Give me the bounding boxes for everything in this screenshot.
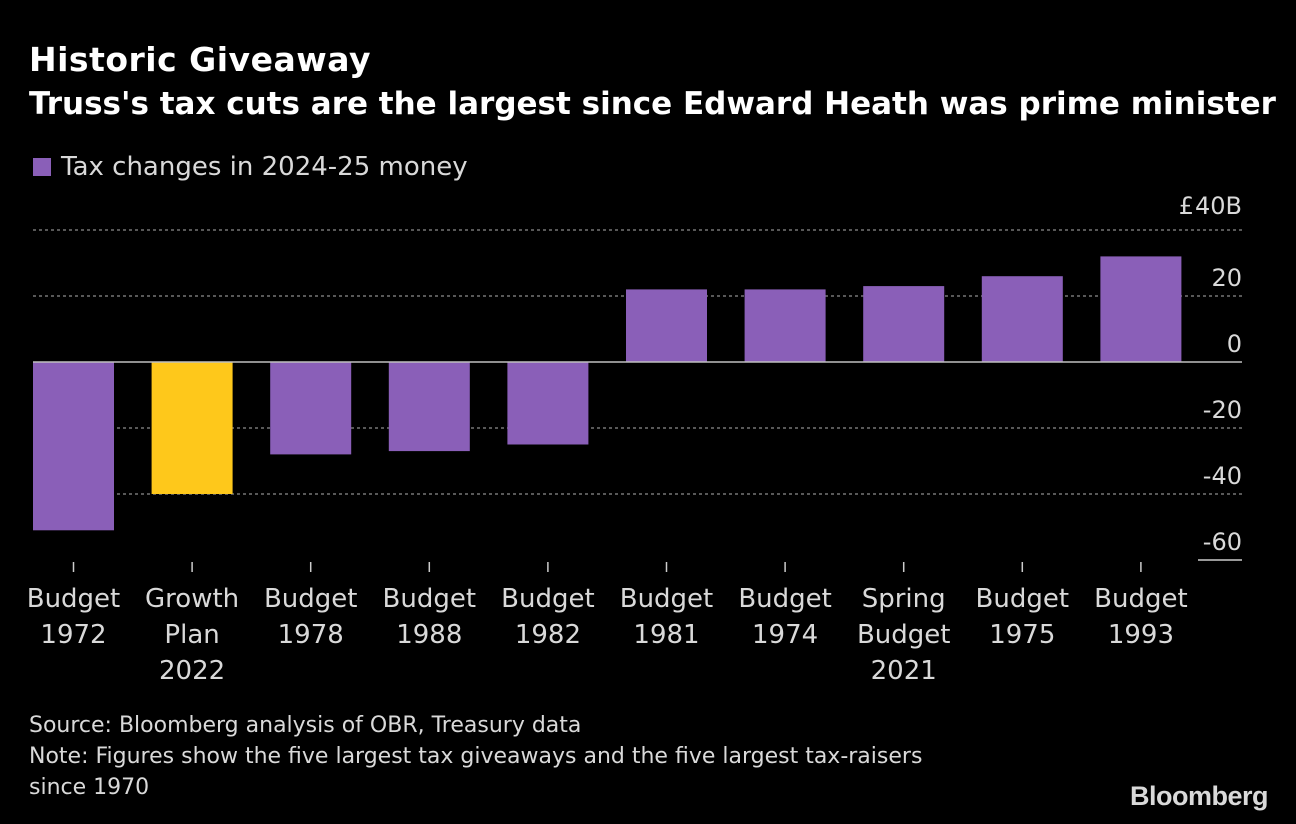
x-tick-label: Budget [620,584,714,614]
bar [626,289,707,362]
y-tick-label: -40 [1203,462,1242,490]
bar [1100,256,1182,362]
x-tick-label: Budget [857,620,951,650]
bar [744,289,826,362]
chart-subtitle: Truss's tax cuts are the largest since E… [29,86,1276,122]
x-tick-label: 1975 [989,620,1055,650]
bar [863,286,945,362]
bar [33,362,114,531]
x-tick-label: Spring [862,584,946,614]
x-tick-label: Budget [264,584,358,614]
chart-title: Historic Giveaway [29,40,371,79]
legend: Tax changes in 2024-25 money [33,152,468,182]
x-tick-label: Budget [501,584,595,614]
bloomberg-logo: Bloomberg [1129,781,1269,811]
bar [388,362,470,452]
y-tick-label: 40B [1195,192,1242,220]
x-tick-label: Growth [145,584,239,614]
source-note: Source: Bloomberg analysis of OBR, Treas… [29,713,582,738]
x-tick-label: 2022 [159,656,225,686]
x-tick-label: 1988 [396,620,462,650]
x-tick-label: 1974 [752,620,818,650]
y-tick-label: -60 [1203,528,1242,556]
bar [981,276,1063,362]
y-tick-label: 20 [1211,264,1242,292]
y-tick-label: -20 [1203,396,1242,424]
bar [151,362,233,494]
x-tick-label: Budget [976,584,1070,614]
bar-chart: 40B£20 0 -20 -40 -60 Budget 1972 Growth Plan 2022… [27,192,1242,686]
bar [507,362,589,445]
legend-swatch [33,158,51,176]
y-unit-label: £ [1179,192,1194,220]
x-tick-label: 1993 [1108,620,1174,650]
x-tick-label: Budget [738,584,832,614]
legend-label: Tax changes in 2024-25 money [61,152,468,182]
footnote-line-2: since 1970 [29,775,150,800]
y-tick-label: 0 [1227,330,1242,358]
x-tick-label: 2021 [871,656,937,686]
x-tick-label: 1982 [515,620,581,650]
x-tick-label: 1978 [278,620,344,650]
x-tick-label: Budget [1094,584,1188,614]
x-tick-label: Budget [383,584,477,614]
x-tick-label: Plan [164,620,219,650]
footer: Source: Bloomberg analysis of OBR, Treas… [29,710,922,803]
x-tick-label: Budget [27,584,121,614]
footnote-line-1: Note: Figures show the five largest tax … [29,744,923,769]
bar [270,362,352,455]
x-tick-label: 1981 [633,620,699,650]
x-tick-label: 1972 [40,620,106,650]
